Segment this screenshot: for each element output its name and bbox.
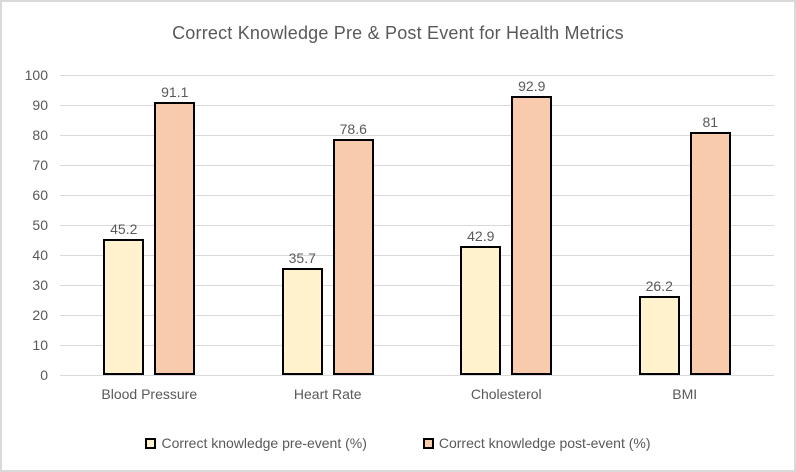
gridline-30 (60, 284, 774, 286)
bar-heart-rate-correct-knowledge-post-event: 78.6 (332, 121, 374, 375)
legend-label: Correct knowledge pre-event (%) (161, 435, 367, 451)
gridline-40 (60, 254, 774, 256)
bar-group-cholesterol: 42.9 92.9 (417, 75, 596, 375)
bar-cholesterol-correct-knowledge-pre-event: 42.9 (460, 228, 502, 375)
y-tick-label-0: 0 (40, 367, 48, 383)
y-tick-label-20: 20 (32, 307, 48, 323)
data-label-blood-pressure-correct-knowledge-post-event: 91.1 (161, 83, 189, 100)
legend-marker-icon (145, 437, 157, 449)
bar-group-blood-pressure: 45.2 91.1 (60, 75, 239, 375)
data-label-cholesterol-correct-knowledge-pre-event: 42.9 (467, 228, 495, 245)
bar-blood-pressure-correct-knowledge-pre-event: 45.2 (103, 221, 145, 375)
legend-marker-icon (422, 437, 434, 449)
gridlines (60, 74, 774, 376)
data-label-bmi-correct-knowledge-post-event: 81 (702, 114, 719, 130)
data-label-heart-rate-correct-knowledge-post-event: 78.6 (339, 121, 367, 138)
gridline-70 (60, 164, 774, 166)
y-tick-label-50: 50 (32, 217, 48, 233)
gridline-60 (60, 194, 774, 196)
legend: Correct knowledge pre-event (%) Correct k… (2, 435, 794, 451)
y-tick-label-90: 90 (32, 97, 48, 113)
bar-group-heart-rate: 35.7 78.6 (239, 75, 418, 375)
plot-area: 45.2 91.1 35.7 78.6 42.9 92.9 26.2 81 (60, 74, 774, 376)
data-label-heart-rate-correct-knowledge-pre-event: 35.7 (288, 249, 316, 266)
y-tick-label-70: 70 (32, 157, 48, 173)
y-tick-label-40: 40 (32, 247, 48, 263)
legend-label: Correct knowledge post-event (%) (438, 435, 651, 451)
y-tick-label-30: 30 (32, 277, 48, 293)
gridline-10 (60, 344, 774, 346)
bar-blood-pressure-correct-knowledge-post-event: 91.1 (154, 84, 196, 375)
y-tick-label-10: 10 (32, 337, 48, 353)
data-label-blood-pressure-correct-knowledge-pre-event: 45.2 (110, 221, 138, 238)
bar-cholesterol-correct-knowledge-post-event: 92.9 (511, 78, 553, 375)
gridline-90 (60, 104, 774, 106)
data-label-cholesterol-correct-knowledge-post-event: 92.9 (518, 78, 546, 95)
data-label-bmi-correct-knowledge-pre-event: 26.2 (645, 278, 673, 295)
bar-heart-rate-correct-knowledge-pre-event: 35.7 (281, 250, 323, 375)
legend-item-correct-knowledge-post-event: Correct knowledge post-event (%) (422, 435, 651, 451)
x-tick-label-heart-rate: Heart Rate (293, 386, 362, 402)
legend-item-correct-knowledge-pre-event: Correct knowledge pre-event (%) (145, 435, 367, 451)
chart-title: Correct Knowledge Pre & Post Event for H… (172, 23, 624, 43)
gridline-100 (60, 74, 774, 76)
gridline-20 (60, 314, 774, 316)
bar-bmi-correct-knowledge-post-event: 81 (689, 114, 731, 375)
bar-bmi-correct-knowledge-pre-event: 26.2 (638, 278, 680, 375)
x-tick-label-cholesterol: Cholesterol (470, 386, 542, 402)
x-tick-label-bmi: BMI (672, 386, 698, 402)
gridline-80 (60, 134, 774, 136)
x-tick-label-blood-pressure: Blood Pressure (101, 386, 198, 402)
bar-group-bmi: 26.2 81 (596, 75, 775, 375)
bar-groups: 45.2 91.1 35.7 78.6 42.9 92.9 26.2 81 (60, 75, 774, 375)
y-tick-label-100: 100 (24, 67, 48, 83)
gridline-50 (60, 224, 774, 226)
y-tick-label-80: 80 (32, 127, 48, 143)
gridline-0 (60, 374, 774, 376)
y-axis: 0 10 20 30 40 50 60 70 80 90 100 (2, 67, 48, 383)
y-tick-label-60: 60 (32, 187, 48, 203)
x-axis: Blood Pressure Heart Rate Cholesterol BMI (60, 386, 774, 402)
